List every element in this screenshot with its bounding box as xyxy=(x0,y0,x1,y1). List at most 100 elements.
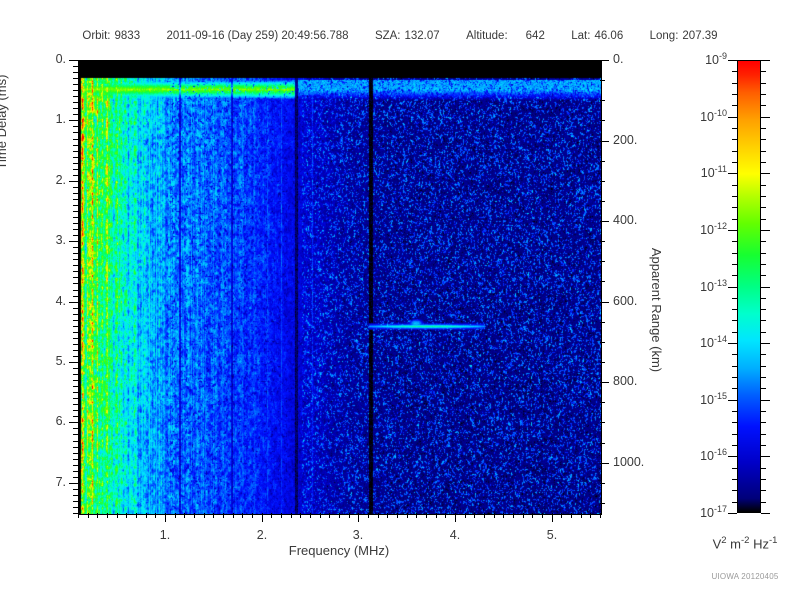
axis-tick xyxy=(728,117,737,118)
axis-tick xyxy=(73,157,78,158)
axis-tick xyxy=(761,60,770,61)
axis-tick xyxy=(732,71,737,72)
axis-tick-label: 2. xyxy=(55,173,66,187)
axis-tick xyxy=(761,400,770,401)
axis-tick xyxy=(378,513,379,518)
axis-tick xyxy=(73,513,78,514)
axis-tick xyxy=(320,513,321,518)
axis-tick xyxy=(732,309,737,310)
axis-tick xyxy=(73,386,78,387)
axis-tick xyxy=(600,100,605,101)
axis-tick xyxy=(73,380,78,381)
axis-tick xyxy=(732,366,737,367)
axis-tick xyxy=(728,456,737,457)
axis-tick-label: 0. xyxy=(55,52,66,66)
axis-tick xyxy=(732,196,737,197)
colorbar-tick-label: 10-16 xyxy=(700,447,727,464)
altitude-label: Altitude: xyxy=(466,30,508,42)
axis-tick xyxy=(73,459,78,460)
axis-tick xyxy=(600,141,609,142)
lat-label: Lat: xyxy=(571,30,591,42)
axis-tick xyxy=(73,78,78,79)
colorbar-tick-label: 10-17 xyxy=(700,504,727,521)
axis-tick xyxy=(761,173,770,174)
axis-tick xyxy=(213,513,214,518)
axis-tick xyxy=(732,241,737,242)
axis-tick xyxy=(339,513,340,518)
axis-tick xyxy=(97,513,98,518)
axis-tick xyxy=(600,181,605,182)
axis-tick xyxy=(73,217,78,218)
axis-tick xyxy=(761,456,770,457)
axis-tick xyxy=(73,441,78,442)
axis-tick xyxy=(349,513,350,518)
axis-tick xyxy=(761,332,766,333)
axis-tick xyxy=(571,513,572,518)
axis-tick xyxy=(69,60,78,61)
axis-tick xyxy=(73,495,78,496)
axis-tick xyxy=(732,83,737,84)
axis-tick xyxy=(73,72,78,73)
y-axis-title-right: Apparent Range (km) xyxy=(649,247,664,373)
axis-tick-label: 1. xyxy=(55,112,66,126)
axis-tick xyxy=(73,108,78,109)
axis-tick xyxy=(732,219,737,220)
axis-tick xyxy=(73,392,78,393)
axis-tick xyxy=(600,342,605,343)
colorbar-tick-label: 10-15 xyxy=(700,391,727,408)
axis-tick xyxy=(761,309,766,310)
spectrogram-canvas xyxy=(79,61,601,514)
axis-tick xyxy=(397,513,398,518)
axis-tick xyxy=(252,513,253,518)
colorbar-tick-label: 10-9 xyxy=(705,51,727,68)
lat-field: Lat: 46.06 xyxy=(571,30,623,42)
axis-tick-label: 6. xyxy=(55,414,66,428)
axis-tick xyxy=(600,241,605,242)
axis-tick xyxy=(73,398,78,399)
axis-tick xyxy=(73,145,78,146)
axis-tick xyxy=(436,513,437,518)
axis-tick xyxy=(69,181,78,182)
long-label: Long: xyxy=(649,30,679,42)
axis-tick xyxy=(728,513,737,514)
axis-tick xyxy=(761,343,770,344)
axis-tick xyxy=(761,479,766,480)
axis-tick xyxy=(732,298,737,299)
axis-tick xyxy=(761,468,766,469)
axis-tick xyxy=(73,90,78,91)
axis-tick-label: 2. xyxy=(256,528,268,542)
axis-tick xyxy=(728,343,737,344)
axis-tick xyxy=(223,513,224,518)
axis-tick xyxy=(600,503,605,504)
axis-tick xyxy=(600,443,605,444)
axis-tick xyxy=(761,490,766,491)
axis-tick xyxy=(368,513,369,518)
axis-tick xyxy=(73,320,78,321)
axis-tick xyxy=(732,207,737,208)
colorbar-gradient xyxy=(737,60,761,513)
axis-tick xyxy=(73,253,78,254)
axis-tick xyxy=(732,377,737,378)
axis-tick xyxy=(73,223,78,224)
axis-tick xyxy=(291,513,292,518)
axis-tick xyxy=(732,332,737,333)
axis-tick xyxy=(117,513,118,518)
axis-tick xyxy=(73,235,78,236)
axis-tick xyxy=(761,513,770,514)
axis-tick xyxy=(136,513,137,518)
axis-tick xyxy=(600,382,609,383)
axis-tick xyxy=(155,513,156,518)
axis-tick xyxy=(494,513,495,518)
altitude-value: 642 xyxy=(525,30,545,42)
axis-tick xyxy=(69,120,78,121)
axis-tick xyxy=(73,175,78,176)
axis-tick-label: 3. xyxy=(352,528,364,542)
axis-tick xyxy=(761,94,766,95)
axis-tick xyxy=(761,219,766,220)
axis-tick xyxy=(73,453,78,454)
axis-tick xyxy=(761,71,766,72)
axis-tick xyxy=(732,151,737,152)
axis-tick xyxy=(761,354,766,355)
axis-tick xyxy=(300,513,301,518)
axis-tick xyxy=(732,105,737,106)
